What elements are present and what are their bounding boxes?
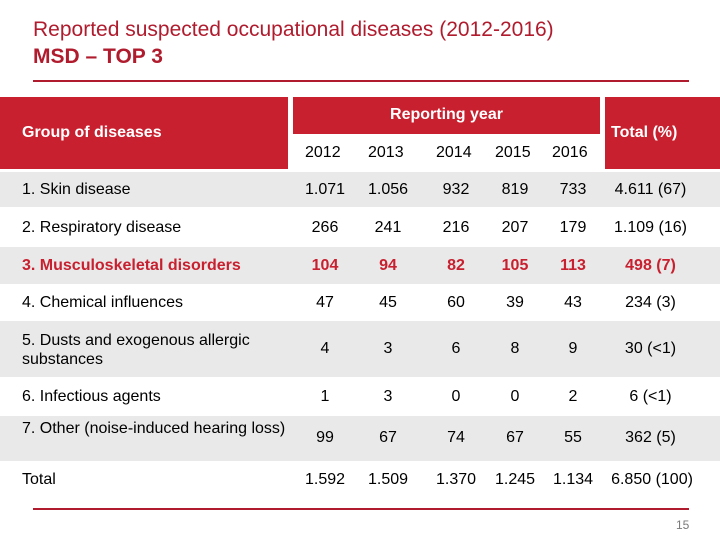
table-row: 7. Other (noise-induced hearing loss) 99…: [0, 416, 720, 461]
header-total-label: Total (%): [611, 124, 678, 141]
cell-2016: 113: [560, 257, 586, 274]
title-divider: [33, 80, 689, 82]
header-years-row: [293, 134, 600, 169]
slide-title: Reported suspected occupational diseases…: [33, 18, 554, 41]
cell-2016: 179: [559, 219, 587, 236]
header-year-2012: 2012: [305, 144, 341, 161]
cell-2013: 3: [383, 388, 393, 405]
cell-2014: 82: [447, 257, 465, 274]
cell-2015: 207: [501, 219, 529, 236]
cell-2012: 1: [320, 388, 330, 405]
cell-2012: 99: [316, 429, 334, 446]
cell-2013: 1.056: [367, 181, 409, 198]
table-row: 5. Dusts and exogenous allergic substanc…: [0, 321, 720, 377]
cell-2012: 4: [320, 340, 330, 357]
cell-2014: 60: [447, 294, 465, 311]
cell-2012: 266: [311, 219, 339, 236]
cell-2016: 55: [564, 429, 582, 446]
cell-2015: 0: [510, 388, 520, 405]
footer-divider: [33, 508, 689, 510]
cell-2012: 1.592: [304, 471, 346, 488]
header-year-2013: 2013: [368, 144, 404, 161]
table-total-row: Total 1.592 1.509 1.370 1.245 1.134 6.85…: [0, 462, 720, 498]
header-reporting-year-label: Reporting year: [390, 106, 503, 123]
table-row: 1. Skin disease 1.071 1.056 932 819 733 …: [0, 172, 720, 207]
cell-2015: 819: [501, 181, 529, 198]
page-number: 15: [676, 518, 690, 532]
cell-2013: 94: [379, 257, 397, 274]
cell-total: 362 (5): [625, 429, 676, 446]
row-label: 5. Dusts and exogenous allergic substanc…: [22, 332, 250, 368]
cell-total: 6.850 (100): [611, 471, 693, 488]
table-row-highlighted: 3. Musculoskeletal disorders 104 94 82 1…: [0, 247, 720, 284]
cell-2014: 1.370: [435, 471, 477, 488]
row-label: 6. Infectious agents: [22, 388, 161, 405]
table-row: 4. Chemical influences 47 45 60 39 43 23…: [0, 285, 720, 320]
cell-total: 4.611 (67): [614, 181, 687, 198]
cell-2012: 104: [311, 257, 339, 274]
header-total: Total (%): [605, 97, 720, 169]
table-row: 6. Infectious agents 1 3 0 0 2 6 (<1): [0, 378, 720, 415]
cell-2013: 1.509: [367, 471, 409, 488]
cell-2014: 6: [451, 340, 461, 357]
cell-2014: 216: [442, 219, 470, 236]
cell-2014: 0: [451, 388, 461, 405]
header-year-2016: 2016: [552, 144, 588, 161]
cell-2014: 932: [442, 181, 470, 198]
cell-2012: 1.071: [304, 181, 346, 198]
row-label: 7. Other (noise-induced hearing loss): [22, 420, 286, 437]
cell-2015: 39: [506, 294, 524, 311]
cell-2013: 45: [379, 294, 397, 311]
cell-total: 6 (<1): [629, 388, 672, 405]
cell-2013: 241: [374, 219, 402, 236]
row-label: 4. Chemical influences: [22, 294, 183, 311]
cell-2015: 1.245: [494, 471, 536, 488]
cell-2012: 47: [316, 294, 334, 311]
header-year-2015: 2015: [495, 144, 531, 161]
row-label: 3. Musculoskeletal disorders: [22, 257, 241, 274]
cell-2016: 2: [568, 388, 578, 405]
row-label: 1. Skin disease: [22, 181, 131, 198]
header-reporting-year: Reporting year: [293, 97, 600, 134]
cell-total: 30 (<1): [624, 340, 677, 357]
cell-2016: 43: [564, 294, 582, 311]
header-group-of-diseases: Group of diseases: [0, 97, 288, 169]
table-row: 2. Respiratory disease 266 241 216 207 1…: [0, 208, 720, 246]
cell-2015: 8: [510, 340, 520, 357]
cell-total: 234 (3): [625, 294, 676, 311]
row-label: Total: [22, 471, 56, 488]
slide-subtitle: MSD – TOP 3: [33, 45, 163, 68]
cell-2015: 105: [501, 257, 529, 274]
cell-total: 498 (7): [625, 257, 676, 274]
header-year-2014: 2014: [436, 144, 472, 161]
header-group-label: Group of diseases: [22, 124, 162, 141]
cell-2016: 9: [568, 340, 578, 357]
cell-2013: 3: [383, 340, 393, 357]
cell-total: 1.109 (16): [614, 219, 687, 236]
cell-2013: 67: [379, 429, 397, 446]
cell-2015: 67: [506, 429, 524, 446]
cell-2016: 1.134: [552, 471, 594, 488]
row-label: 2. Respiratory disease: [22, 219, 182, 236]
cell-2014: 74: [447, 429, 465, 446]
cell-2016: 733: [559, 181, 587, 198]
